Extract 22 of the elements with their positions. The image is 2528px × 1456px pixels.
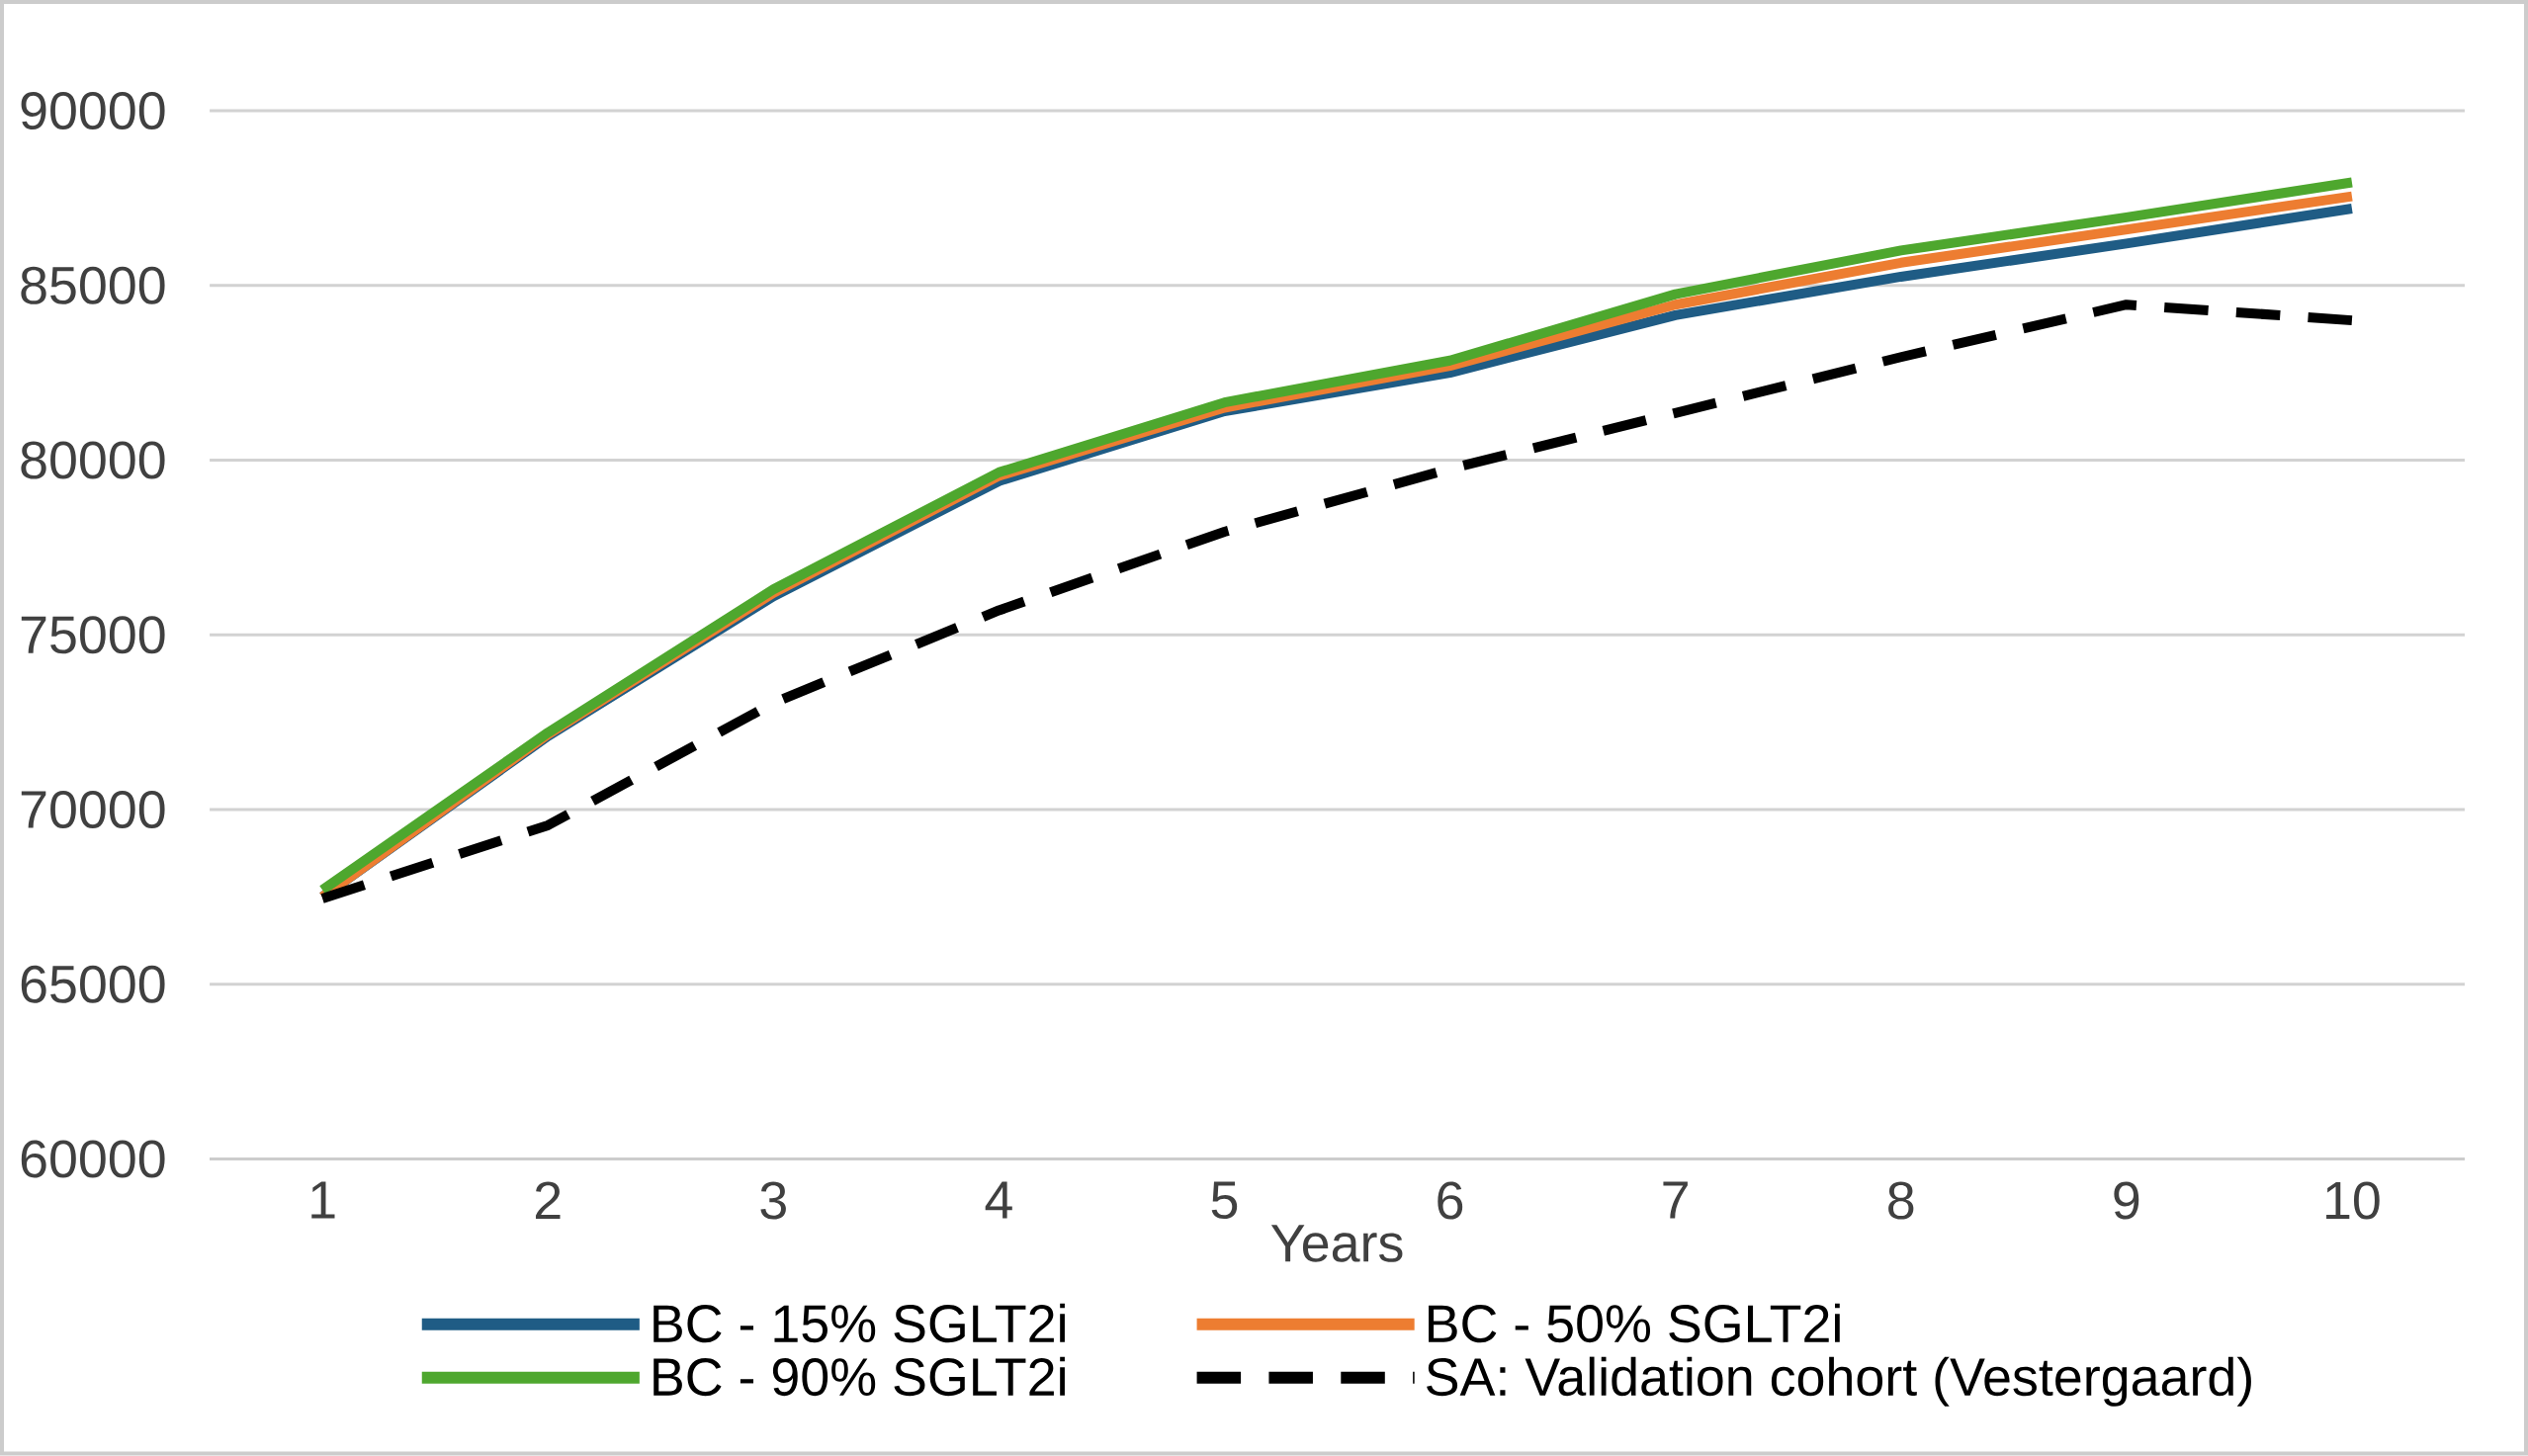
- legend-label: BC - 90% SGLT2i: [654, 1356, 1065, 1397]
- y-tick-label: 85000: [21, 266, 165, 305]
- x-tick-label: 7: [1663, 1181, 1688, 1219]
- x-tick-label: 9: [2114, 1181, 2139, 1220]
- x-tick-label: 5: [1211, 1181, 1238, 1220]
- y-tick-label: 80000: [21, 441, 165, 479]
- x-tick-label: 8: [1888, 1181, 1914, 1220]
- y-tick-label: 75000: [21, 616, 165, 654]
- legend-label: BC - 50% SGLT2i: [1429, 1303, 1840, 1343]
- y-tick-label: 60000: [21, 1140, 165, 1178]
- legend-label: BC - 15% SGLT2i: [654, 1303, 1065, 1343]
- x-tick-label: 1: [311, 1181, 335, 1219]
- x-tick-label: 6: [1438, 1181, 1463, 1220]
- x-tick-label: 4: [985, 1181, 1012, 1219]
- x-tick-label: 10: [2326, 1181, 2380, 1220]
- legend-label: SA: Validation cohort (Vestergaard): [1427, 1356, 2251, 1408]
- x-axis-title: Years: [1270, 1225, 1403, 1263]
- y-tick-label: 90000: [21, 92, 165, 130]
- y-tick-label: 65000: [21, 965, 165, 1003]
- x-tick-label: 3: [760, 1181, 786, 1220]
- y-tick-label: 70000: [21, 791, 165, 829]
- x-tick-label: 2: [535, 1181, 561, 1220]
